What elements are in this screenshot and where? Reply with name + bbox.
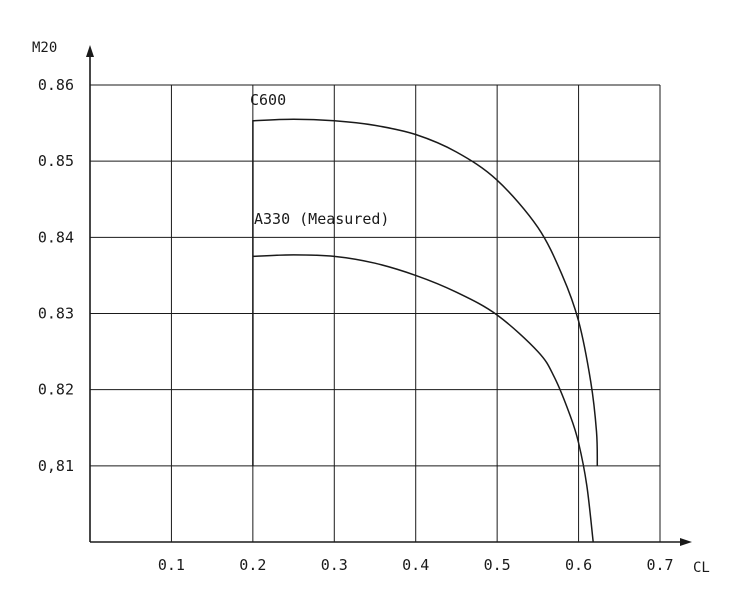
y-tick-labels: 0.86 0.85 0.84 0.83 0.82 0,81 [38, 76, 74, 475]
x-tick-label: 0.6 [565, 556, 592, 574]
series-line-c600 [252, 118, 599, 466]
series-label-a330: A330 (Measured) [254, 210, 389, 228]
x-tick-label: 0.3 [321, 556, 348, 574]
x-tick-label: 0.2 [239, 556, 266, 574]
series-label-c600: C600 [250, 91, 286, 109]
series-lines [252, 118, 599, 543]
y-axis-title: M20 [32, 40, 57, 56]
axes [86, 45, 692, 546]
y-tick-label: 0.82 [38, 381, 74, 399]
series-line-a330 [252, 254, 594, 543]
y-tick-label: 0.83 [38, 305, 74, 323]
x-axis-arrow [680, 538, 692, 546]
x-tick-label: 0.5 [484, 556, 511, 574]
x-tick-label: 0.4 [402, 556, 429, 574]
y-tick-label: 0.86 [38, 76, 74, 94]
x-axis-title: CL [693, 560, 710, 576]
x-tick-label: 0.1 [158, 556, 185, 574]
y-tick-label: 0.84 [38, 228, 74, 246]
x-tick-labels: 0.1 0.2 0.3 0.4 0.5 0.6 0.7 [158, 556, 674, 574]
y-tick-label: 0.85 [38, 152, 74, 170]
grid [90, 84, 661, 542]
x-tick-label: 0.7 [646, 556, 673, 574]
y-tick-label: 0,81 [38, 457, 74, 475]
y-axis-arrow [86, 45, 94, 57]
